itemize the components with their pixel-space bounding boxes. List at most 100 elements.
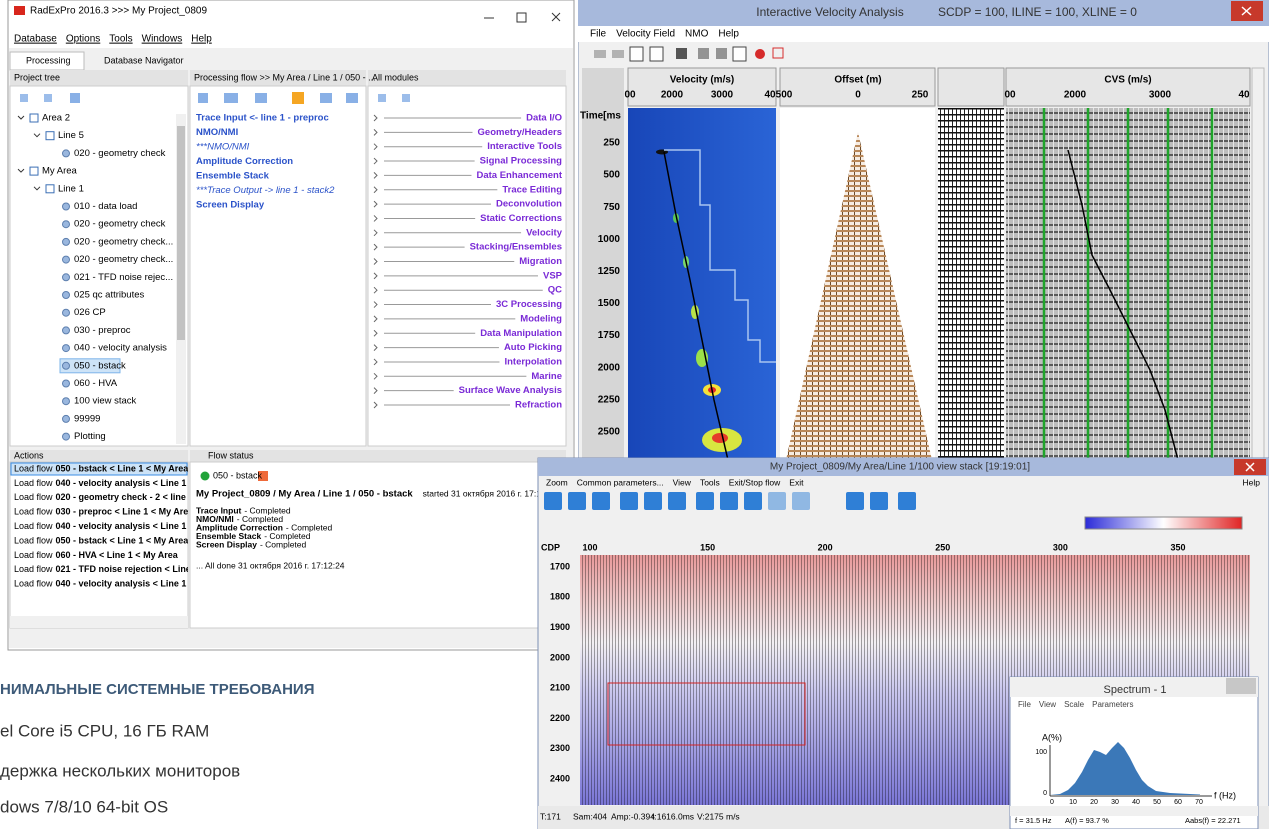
- module-group[interactable]: Migration: [519, 256, 562, 267]
- menu-item[interactable]: Parameters: [1092, 700, 1133, 709]
- action-flow[interactable]: 030 - preproc < Line 1 < My Area: [56, 507, 195, 517]
- action-flow[interactable]: 050 - bstack < Line 1 < My Area: [56, 535, 190, 545]
- tree-item[interactable]: 020 - geometry check...: [74, 236, 173, 247]
- action-prefix[interactable]: Load flow: [14, 535, 53, 545]
- tree-item[interactable]: 030 - preproc: [74, 325, 131, 336]
- action-flow[interactable]: 021 - TFD noise rejection < Line: [56, 564, 191, 574]
- tree-item[interactable]: 021 - TFD noise rejec...: [74, 272, 173, 283]
- menu-item[interactable]: Exit/Stop flow: [729, 477, 781, 487]
- tree-item[interactable]: 020 - geometry check: [74, 148, 166, 159]
- tree-item[interactable]: Plotting: [74, 431, 106, 442]
- menu-item[interactable]: View: [673, 477, 692, 487]
- module-group[interactable]: Velocity: [526, 227, 563, 238]
- action-prefix[interactable]: Load flow: [14, 521, 53, 531]
- menu-item[interactable]: Options: [66, 34, 100, 45]
- tree-item[interactable]: 020 - geometry check: [74, 219, 166, 230]
- action-prefix[interactable]: Load flow: [14, 492, 53, 502]
- action-prefix[interactable]: Load flow: [14, 564, 53, 574]
- module-group[interactable]: VSP: [543, 270, 563, 281]
- menu-item[interactable]: Help: [191, 34, 212, 45]
- h-scrollbar[interactable]: [10, 616, 188, 628]
- menu-item[interactable]: NMO: [685, 29, 709, 40]
- menu-item[interactable]: Exit: [789, 477, 804, 487]
- tree-item[interactable]: 025 qc attributes: [74, 290, 144, 301]
- module-group[interactable]: Marine: [531, 371, 562, 382]
- module-group[interactable]: Interpolation: [504, 356, 562, 367]
- menu-item[interactable]: Help: [1243, 477, 1261, 487]
- module-group[interactable]: Geometry/Headers: [478, 127, 562, 138]
- module-group[interactable]: Signal Processing: [480, 156, 563, 167]
- flow-item[interactable]: Trace Input <- line 1 - preproc: [196, 113, 329, 124]
- action-prefix[interactable]: Load flow: [14, 550, 53, 560]
- action-flow[interactable]: 050 - bstack < Line 1 < My Area: [56, 463, 190, 473]
- action-flow[interactable]: 060 - HVA < Line 1 < My Area: [56, 550, 179, 560]
- tree-item[interactable]: 026 CP: [74, 307, 106, 318]
- menu-item[interactable]: Windows: [142, 34, 183, 45]
- tree-item[interactable]: Line 5: [58, 130, 84, 141]
- module-group[interactable]: Auto Picking: [504, 342, 562, 353]
- x-tick: 0: [1050, 799, 1054, 806]
- tree-item[interactable]: Area 2: [42, 113, 70, 124]
- menu-item[interactable]: Tools: [700, 477, 720, 487]
- tree-item[interactable]: 010 - data load: [74, 201, 137, 212]
- tree-item[interactable]: 040 - velocity analysis: [74, 343, 167, 354]
- menu-item[interactable]: Help: [718, 29, 739, 40]
- close-button[interactable]: [1226, 678, 1256, 694]
- module-group[interactable]: Stacking/Ensembles: [470, 242, 562, 253]
- tree-item[interactable]: 020 - geometry check...: [74, 254, 173, 265]
- module-group[interactable]: Refraction: [515, 400, 562, 411]
- module-group[interactable]: Surface Wave Analysis: [459, 385, 562, 396]
- action-flow[interactable]: 020 - geometry check - 2 < line: [56, 492, 186, 502]
- menu-item[interactable]: Database: [14, 34, 57, 45]
- tab[interactable]: Database Navigator: [104, 55, 184, 65]
- tree-item[interactable]: My Area: [42, 166, 78, 177]
- flow-item[interactable]: ***Trace Output -> line 1 - stack2: [196, 185, 335, 196]
- action-prefix[interactable]: Load flow: [14, 507, 53, 517]
- menu-item[interactable]: Common parameters...: [577, 477, 664, 487]
- flow-icon: [63, 292, 70, 299]
- menu-item[interactable]: Tools: [109, 34, 132, 45]
- h-scrollbar[interactable]: [1010, 806, 1258, 816]
- flow-item[interactable]: Screen Display: [196, 200, 265, 211]
- module-group[interactable]: Deconvolution: [496, 199, 562, 210]
- module-group[interactable]: Data Enhancement: [476, 170, 562, 181]
- menu-item[interactable]: Velocity Field: [616, 29, 675, 40]
- action-flow[interactable]: 040 - velocity analysis < Line 1 <: [56, 478, 195, 488]
- tree-item[interactable]: Line 1: [58, 183, 84, 194]
- module-group[interactable]: Interactive Tools: [487, 141, 562, 152]
- panel-tick: 40: [764, 90, 776, 101]
- tab[interactable]: Processing: [26, 55, 71, 65]
- menu-item[interactable]: Scale: [1064, 700, 1085, 709]
- tree-item[interactable]: 99999: [74, 413, 100, 424]
- menu-item[interactable]: File: [590, 29, 607, 40]
- status-field: Aabs(f) = 22.271: [1185, 816, 1241, 825]
- module-group[interactable]: QC: [548, 285, 562, 296]
- action-prefix[interactable]: Load flow: [14, 579, 53, 589]
- panel-tick: 00: [1004, 90, 1016, 101]
- tree-item[interactable]: 050 - bstack: [74, 360, 126, 371]
- menu-item[interactable]: View: [1039, 700, 1056, 709]
- module-group[interactable]: Trace Editing: [502, 184, 562, 195]
- flow-item[interactable]: Amplitude Correction: [196, 156, 293, 167]
- action-flow[interactable]: 040 - velocity analysis < Line 1 <: [56, 579, 195, 589]
- time-tick: 500: [603, 170, 620, 181]
- tree-item[interactable]: 060 - HVA: [74, 378, 118, 389]
- action-prefix[interactable]: Load flow: [14, 463, 53, 473]
- x-tick: 150: [700, 542, 715, 552]
- module-group[interactable]: Data Manipulation: [480, 328, 562, 339]
- menu-item[interactable]: Zoom: [546, 477, 568, 487]
- x-tick: 250: [935, 542, 950, 552]
- scrollbar[interactable]: [1252, 68, 1264, 460]
- action-flow[interactable]: 040 - velocity analysis < Line 1 <: [56, 521, 195, 531]
- action-prefix[interactable]: Load flow: [14, 478, 53, 488]
- flow-item[interactable]: NMO/NMI: [196, 127, 238, 138]
- module-group[interactable]: Data I/O: [526, 113, 562, 124]
- tree-item[interactable]: 100 view stack: [74, 396, 137, 407]
- module-group[interactable]: 3C Processing: [496, 299, 562, 310]
- flow-item[interactable]: ***NMO/NMI: [196, 142, 250, 153]
- flow-item[interactable]: Ensemble Stack: [196, 171, 270, 182]
- module-group[interactable]: Static Corrections: [480, 213, 562, 224]
- menu-item[interactable]: File: [1018, 700, 1031, 709]
- module-group[interactable]: Modeling: [520, 313, 562, 324]
- scroll-thumb[interactable]: [177, 126, 185, 340]
